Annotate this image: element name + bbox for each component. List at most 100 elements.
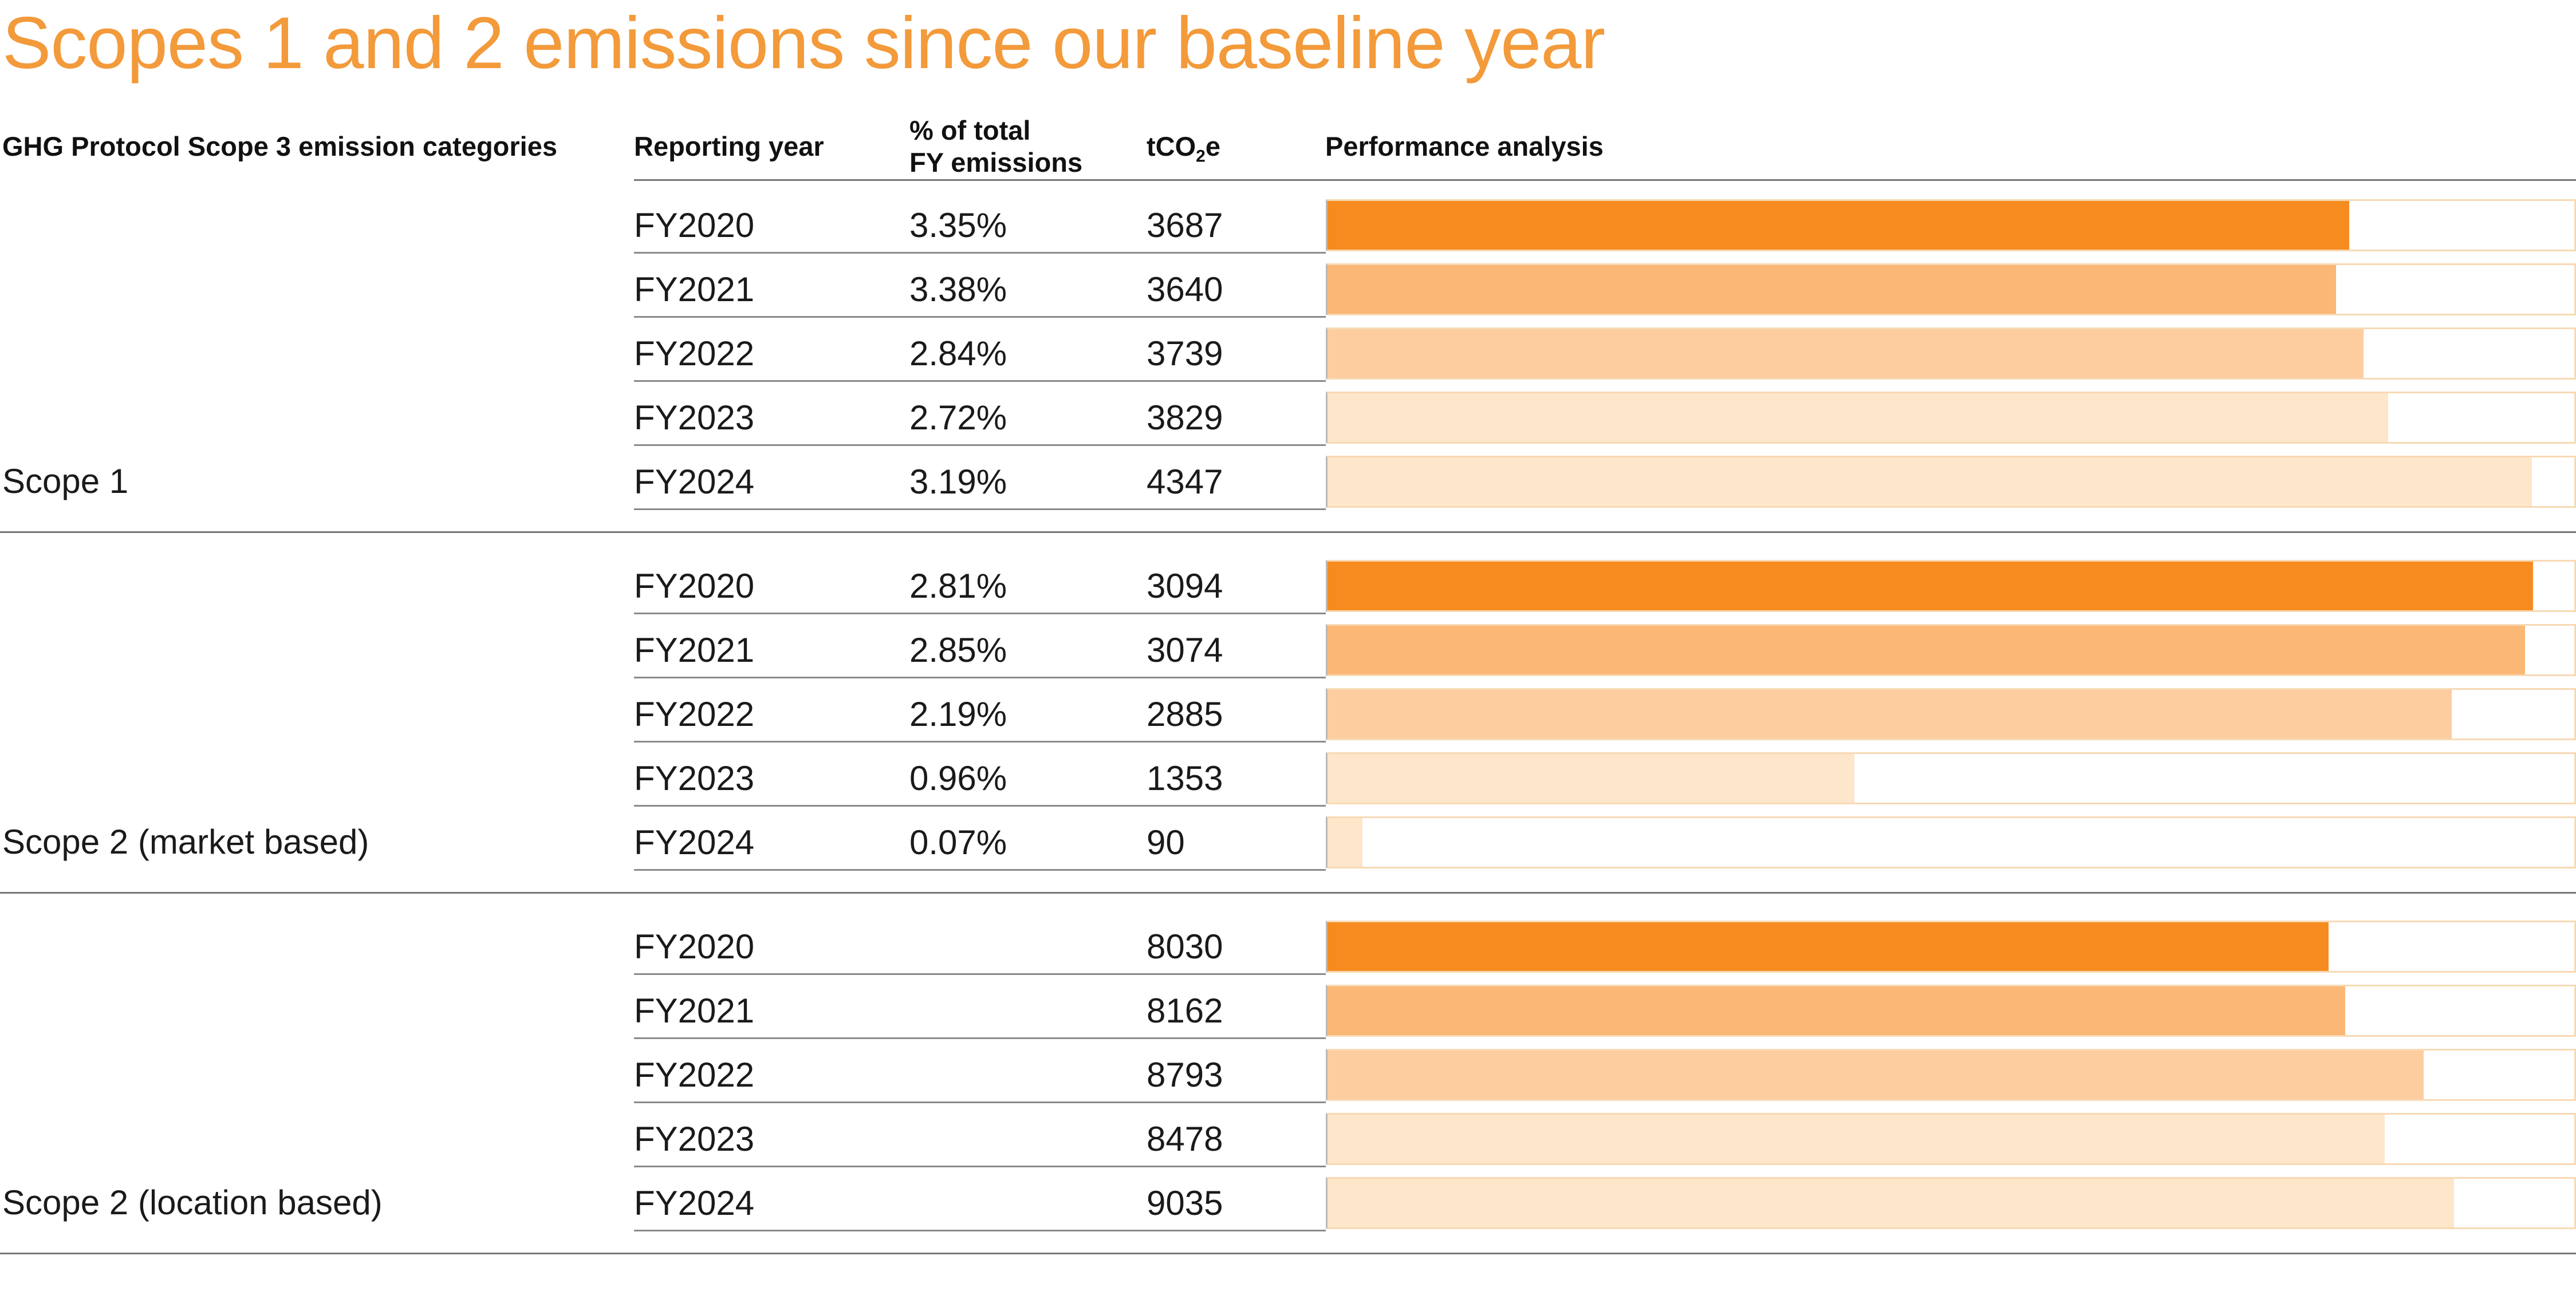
table-row: FY2020 2.81% 3094: [634, 560, 2576, 614]
bar-track: [1326, 985, 2576, 1037]
bar-track: [1326, 327, 2576, 380]
row-underline: [634, 1037, 1326, 1039]
percent-total-cell: 2.81%: [909, 567, 1007, 605]
performance-bar: [1328, 626, 2525, 674]
row-underline: [634, 613, 1326, 614]
bar-track: [1326, 921, 2576, 973]
bar-track: [1326, 624, 2576, 676]
tco2e-value-cell: 8478: [1147, 1120, 1223, 1158]
row-underline: [634, 973, 1326, 975]
row-underline: [634, 508, 1326, 510]
performance-bar: [1328, 818, 1362, 867]
row-underline: [634, 869, 1326, 871]
tco2e-value-cell: 90: [1147, 823, 1185, 862]
percent-total-cell: 2.85%: [909, 631, 1007, 669]
performance-bar: [1328, 265, 2336, 314]
row-underline: [634, 252, 1326, 254]
reporting-year-cell: FY2020: [634, 567, 755, 605]
row-underline: [634, 444, 1326, 446]
bar-track: [1326, 688, 2576, 740]
reporting-year-cell: FY2020: [634, 206, 755, 244]
reporting-year-cell: FY2022: [634, 1056, 755, 1094]
header-performance-analysis: Performance analysis: [1325, 131, 1604, 161]
row-underline: [634, 741, 1326, 743]
bar-track: [1326, 816, 2576, 868]
table-row: FY2020 3.35% 3687: [634, 199, 2576, 254]
tco2e-value-cell: 2885: [1147, 695, 1223, 733]
table-row: FY2020 8030: [634, 921, 2576, 975]
performance-bar: [1328, 1051, 2424, 1099]
row-underline: [634, 316, 1326, 318]
bar-track: [1326, 456, 2576, 508]
bar-track: [1326, 560, 2576, 612]
group-divider: [0, 1253, 2576, 1254]
bar-track: [1326, 392, 2576, 444]
percent-total-cell: 2.84%: [909, 334, 1007, 373]
table-row: FY2022 2.19% 2885: [634, 688, 2576, 743]
header-tco2e: tCO2e: [1147, 131, 1220, 172]
tco2e-value-cell: 3829: [1147, 398, 1223, 437]
performance-bar: [1328, 1115, 2385, 1163]
reporting-year-cell: FY2021: [634, 270, 755, 309]
header-category: GHG Protocol Scope 3 emission categories: [2, 131, 558, 161]
header-percent-line1: % of total: [909, 115, 1031, 145]
performance-bar: [1328, 457, 2532, 506]
performance-bar: [1328, 562, 2533, 610]
bar-track: [1326, 263, 2576, 315]
tco2e-value-cell: 3640: [1147, 270, 1223, 309]
table-row: FY2021 3.38% 3640: [634, 263, 2576, 318]
tco2e-value-cell: 3687: [1147, 206, 1223, 244]
group-divider: [0, 892, 2576, 894]
tco2e-value-cell: 3094: [1147, 567, 1223, 605]
row-underline: [634, 1166, 1326, 1167]
row-underline: [634, 1101, 1326, 1103]
table-row: FY2024 0.07% 90: [634, 816, 2576, 871]
performance-bar: [1328, 922, 2329, 971]
table-row: FY2024 9035: [634, 1177, 2576, 1231]
reporting-year-cell: FY2023: [634, 1120, 755, 1158]
header-percent-line2: FY emissions: [909, 147, 1083, 177]
percent-total-cell: 2.72%: [909, 398, 1007, 437]
table-row: FY2023 2.72% 3829: [634, 392, 2576, 446]
reporting-year-cell: FY2023: [634, 759, 755, 797]
performance-bar: [1328, 690, 2452, 739]
row-underline: [634, 380, 1326, 382]
tco2e-value-cell: 9035: [1147, 1184, 1223, 1222]
percent-total-cell: 3.35%: [909, 206, 1007, 244]
table-row: FY2024 3.19% 4347: [634, 456, 2576, 510]
scope-group-label: Scope 1: [2, 462, 129, 500]
bar-track: [1326, 752, 2576, 804]
table-row: FY2021 8162: [634, 985, 2576, 1039]
tco2e-value-cell: 1353: [1147, 759, 1223, 797]
percent-total-cell: 0.96%: [909, 759, 1007, 797]
reporting-year-cell: FY2024: [634, 463, 755, 501]
reporting-year-cell: FY2023: [634, 398, 755, 437]
reporting-year-cell: FY2020: [634, 927, 755, 966]
tco2e-value-cell: 4347: [1147, 463, 1223, 501]
performance-bar: [1328, 329, 2364, 378]
bar-track: [1326, 199, 2576, 251]
performance-bar: [1328, 393, 2388, 442]
header-tco2e-suffix: e: [1205, 131, 1220, 161]
percent-total-cell: 2.19%: [909, 695, 1007, 733]
reporting-year-cell: FY2021: [634, 992, 755, 1030]
table-row: FY2021 2.85% 3074: [634, 624, 2576, 678]
performance-bar: [1328, 201, 2349, 250]
bar-track: [1326, 1049, 2576, 1101]
row-underline: [634, 805, 1326, 807]
performance-bar: [1328, 986, 2345, 1035]
reporting-year-cell: FY2024: [634, 1184, 755, 1222]
percent-total-cell: 3.38%: [909, 270, 1007, 309]
header-reporting-year: Reporting year: [634, 131, 824, 161]
row-underline: [634, 677, 1326, 678]
tco2e-value-cell: 8162: [1147, 992, 1223, 1030]
table-row: FY2022 8793: [634, 1049, 2576, 1103]
tco2e-value-cell: 8030: [1147, 927, 1223, 966]
table-row: FY2023 0.96% 1353: [634, 752, 2576, 807]
percent-total-cell: 0.07%: [909, 823, 1007, 862]
performance-bar: [1328, 1179, 2454, 1227]
reporting-year-cell: FY2024: [634, 823, 755, 862]
tco2e-value-cell: 3074: [1147, 631, 1223, 669]
group-divider: [0, 531, 2576, 533]
percent-total-cell: 3.19%: [909, 463, 1007, 501]
